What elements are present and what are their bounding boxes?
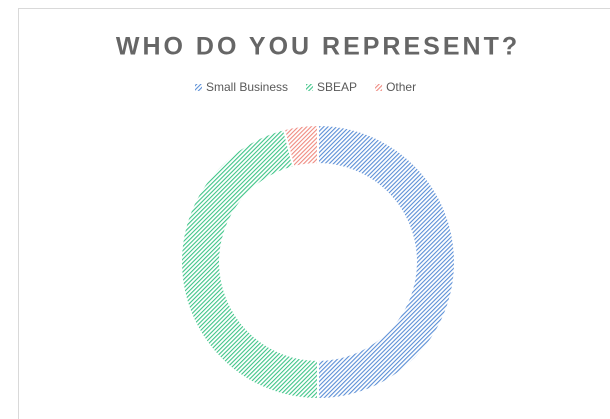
legend-marker [306,84,314,91]
chart-title: WHO DO YOU REPRESENT? [116,33,520,61]
legend-marker [375,84,383,91]
legend-label: SBEAP [317,80,357,94]
donut-slice [282,123,319,169]
chart-border [18,8,610,419]
legend-label: Small Business [206,80,288,94]
donut-slice [317,123,456,401]
legend-marker [195,84,202,91]
legend-label: Other [386,80,416,94]
donut-slice [180,128,319,401]
